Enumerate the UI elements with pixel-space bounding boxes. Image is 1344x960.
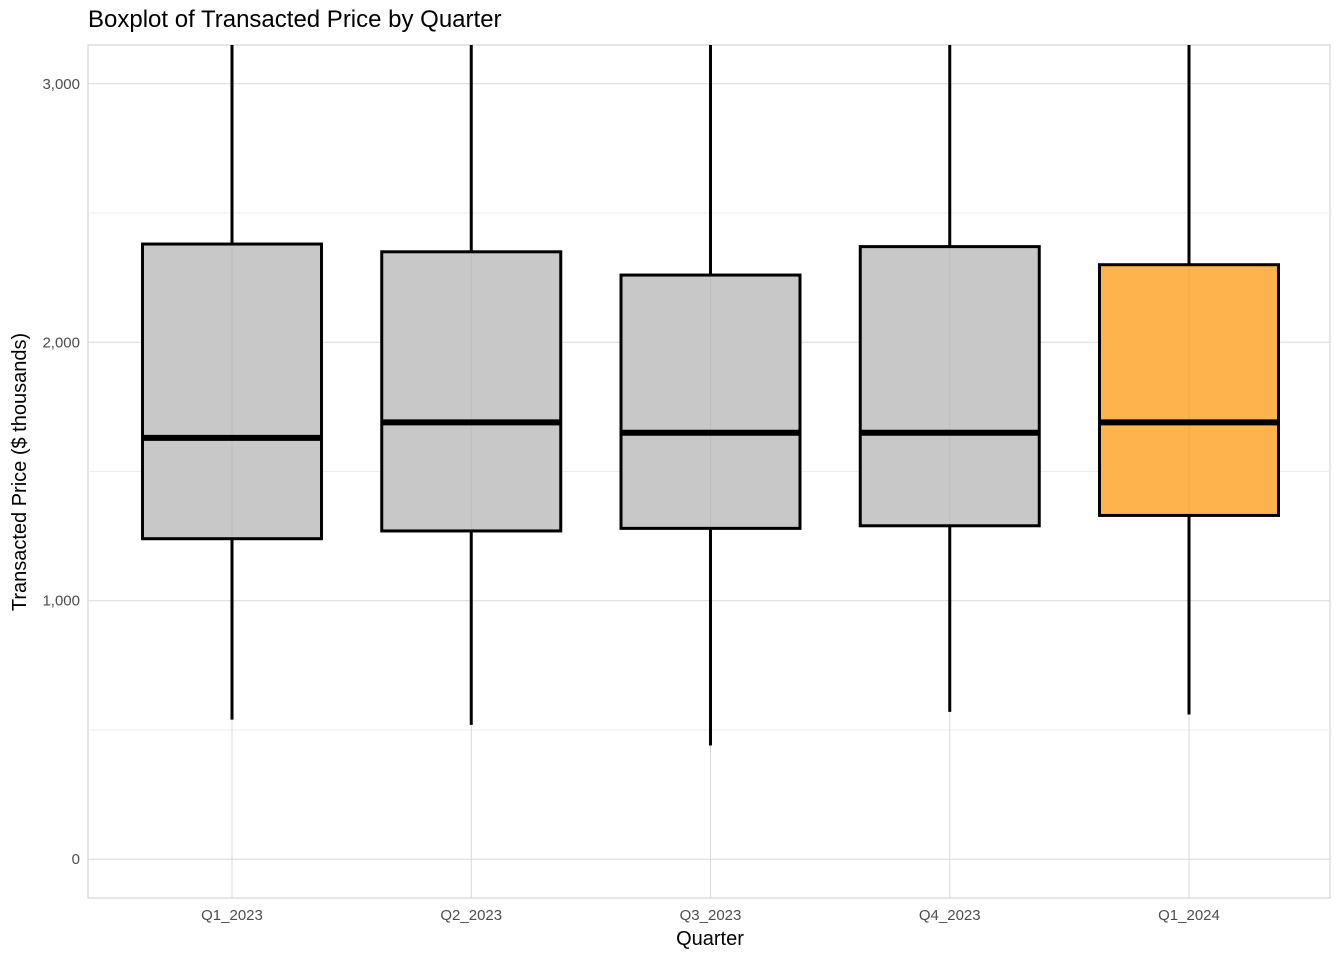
y-axis-title: Transacted Price ($ thousands) bbox=[9, 333, 31, 611]
box-group bbox=[1098, 45, 1280, 715]
y-tick-layer: 0 1,000 2,000 3,000 bbox=[42, 76, 80, 868]
x-tick-label: Q4_2023 bbox=[919, 907, 981, 924]
y-tick-label: 2,000 bbox=[42, 334, 80, 351]
box-layer bbox=[141, 45, 1280, 746]
x-tick-label: Q3_2023 bbox=[680, 907, 742, 924]
y-tick-label: 0 bbox=[72, 851, 80, 868]
y-tick-label: 3,000 bbox=[42, 76, 80, 93]
x-tick-layer: Q1_2023 Q2_2023 Q3_2023 Q4_2023 Q1_2024 bbox=[201, 907, 1220, 924]
chart-title: Boxplot of Transacted Price by Quarter bbox=[88, 6, 502, 33]
box-group bbox=[858, 45, 1041, 712]
box-group bbox=[141, 45, 323, 720]
y-tick-label: 1,000 bbox=[42, 593, 80, 610]
box-group bbox=[380, 45, 563, 725]
x-axis-title: Quarter bbox=[676, 928, 744, 950]
x-tick-label: Q1_2023 bbox=[201, 907, 263, 924]
x-tick-label: Q2_2023 bbox=[440, 907, 502, 924]
x-tick-label: Q1_2024 bbox=[1158, 907, 1220, 924]
box-group bbox=[619, 45, 802, 746]
